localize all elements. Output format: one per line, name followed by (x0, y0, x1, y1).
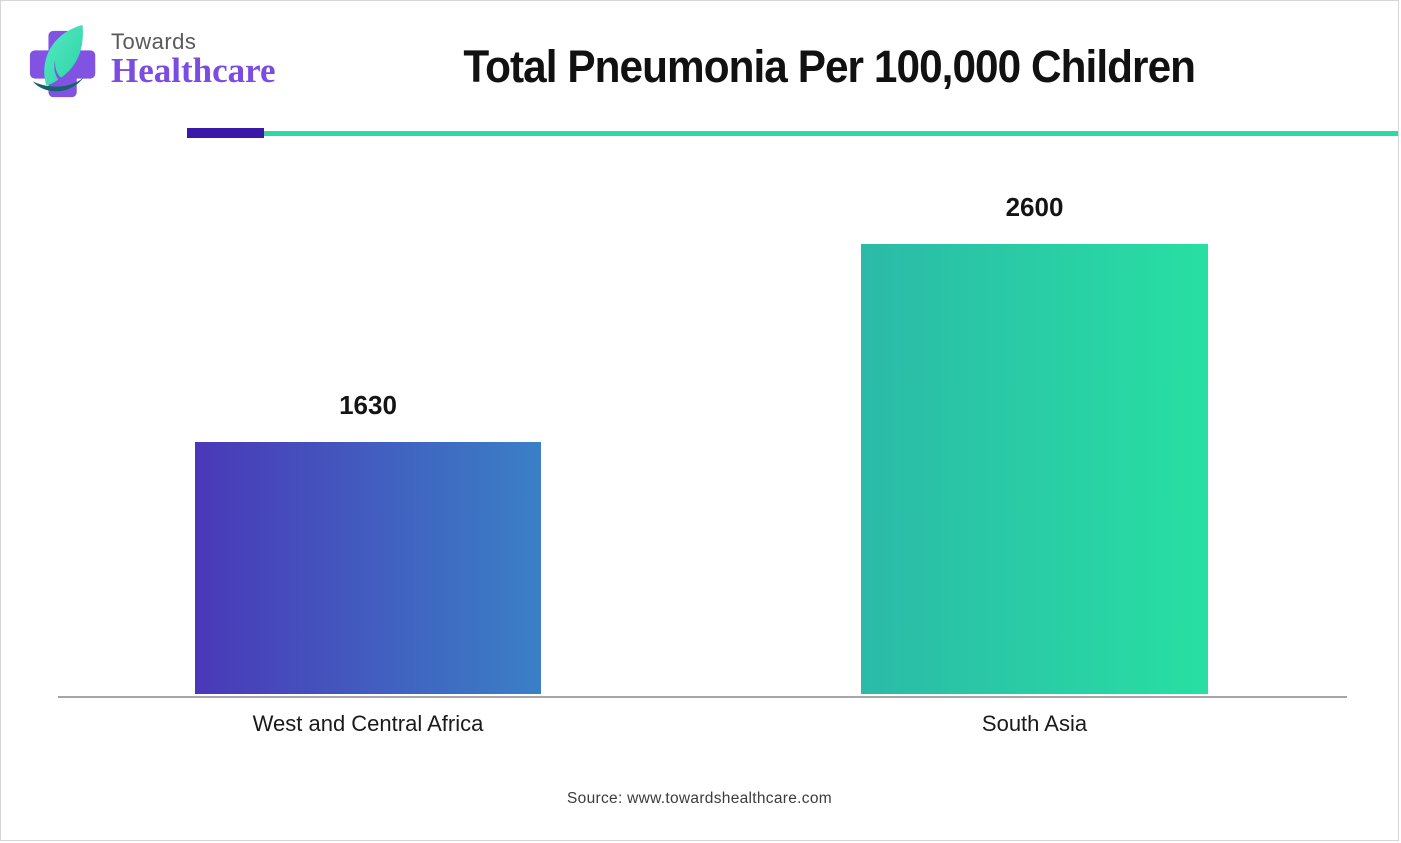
bar-west-central-africa (195, 442, 541, 694)
bar-value-label: 1630 (339, 390, 397, 420)
logo-wordmark: Towards Healthcare (111, 31, 276, 90)
bar-south-asia (861, 244, 1208, 694)
divider-accent-bar (187, 128, 264, 138)
medical-cross-leaf-icon (29, 24, 96, 98)
bar-group-south-asia: 2600 (861, 192, 1208, 694)
source-attribution: Source: www.towardshealthcare.com (567, 790, 832, 807)
bar-value-label: 2600 (1005, 192, 1064, 222)
bar-group-west-central-africa: 1630 (195, 390, 541, 694)
logo-towards-text: Towards (111, 29, 197, 54)
x-axis-label-west-central-africa: West and Central Africa (252, 711, 484, 736)
chart-title: Total Pneumonia Per 100,000 Children (463, 41, 1197, 92)
towards-healthcare-logo: Towards Healthcare (27, 23, 276, 103)
x-axis-label-south-asia: South Asia (981, 711, 1088, 736)
logo-healthcare-text: Healthcare (111, 51, 276, 90)
x-axis-line (58, 696, 1347, 698)
divider-line (264, 131, 1398, 136)
